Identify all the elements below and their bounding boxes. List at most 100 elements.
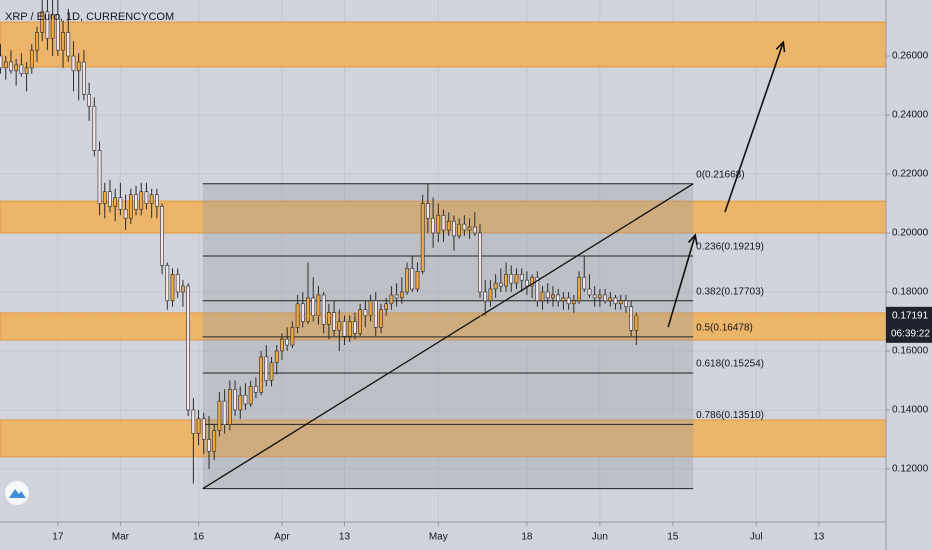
candle-body bbox=[149, 194, 154, 204]
zone-layer bbox=[0, 21, 887, 458]
x-tick-label: 16 bbox=[193, 532, 205, 543]
fib-label: 0.786(0.13510) bbox=[696, 410, 764, 421]
candle-body bbox=[217, 400, 222, 431]
candle-body bbox=[514, 273, 519, 284]
candle-body bbox=[196, 418, 201, 434]
candle-body bbox=[332, 312, 336, 331]
candle-body bbox=[337, 321, 342, 331]
candle-body bbox=[535, 276, 540, 302]
countdown-label: 06:39:22 bbox=[891, 328, 930, 339]
candle-body bbox=[243, 394, 248, 405]
candle-body bbox=[71, 55, 76, 72]
candle-body bbox=[128, 194, 133, 219]
candle-body bbox=[207, 439, 211, 452]
arrow-head bbox=[775, 40, 786, 53]
y-tick-label: 0.14000 bbox=[892, 405, 929, 416]
candle-body bbox=[29, 49, 34, 69]
candle-body bbox=[9, 61, 13, 72]
price-tag bbox=[886, 306, 932, 343]
candle-body bbox=[582, 276, 587, 290]
candle-body bbox=[530, 276, 534, 287]
candle-body bbox=[175, 273, 180, 293]
y-tick-label: 0.22000 bbox=[892, 169, 929, 180]
candle-body bbox=[624, 300, 628, 308]
candle-layer bbox=[0, 0, 639, 484]
candle-body bbox=[82, 61, 86, 95]
candle-body bbox=[254, 386, 258, 393]
candle-body bbox=[384, 303, 389, 310]
candle-body bbox=[613, 297, 618, 305]
x-tick-label: 15 bbox=[667, 532, 679, 543]
candle-body bbox=[50, 14, 55, 39]
x-tick-label: Jul bbox=[750, 532, 763, 543]
candle-body bbox=[399, 291, 404, 299]
candle-body bbox=[634, 315, 639, 331]
fib-label: 0.236(0.19219) bbox=[696, 242, 764, 253]
candle-body bbox=[306, 297, 310, 322]
candle-body bbox=[238, 394, 243, 411]
x-tick-label: 13 bbox=[339, 532, 351, 543]
candle-body bbox=[587, 288, 592, 296]
candle-body bbox=[61, 32, 65, 51]
candle-body bbox=[40, 11, 45, 33]
candle-body bbox=[394, 294, 399, 299]
candle-body bbox=[441, 214, 446, 231]
candle-body bbox=[326, 312, 331, 325]
candle-body bbox=[144, 191, 149, 204]
candle-body bbox=[290, 327, 295, 346]
candle-body bbox=[629, 306, 634, 331]
candle-body bbox=[118, 197, 123, 210]
fib-label: 0(0.21668) bbox=[696, 169, 744, 180]
projection-arrow bbox=[667, 234, 697, 328]
candle-body bbox=[561, 297, 566, 302]
candle-body bbox=[608, 297, 613, 302]
candle-body bbox=[347, 321, 352, 337]
y-tick-label: 0.12000 bbox=[892, 464, 929, 475]
x-tick-label: May bbox=[429, 532, 448, 543]
candle-body bbox=[108, 191, 112, 207]
projection-arrow bbox=[724, 41, 785, 213]
candle-body bbox=[525, 279, 529, 287]
candle-body bbox=[55, 14, 60, 51]
fib-label: 0.618(0.15254) bbox=[696, 359, 764, 370]
candle-body bbox=[551, 294, 555, 299]
candle-body bbox=[556, 294, 561, 302]
candle-body bbox=[269, 362, 274, 381]
candle-body bbox=[415, 271, 420, 290]
candle-body bbox=[222, 400, 227, 425]
candle-body bbox=[373, 300, 378, 328]
candle-body bbox=[24, 67, 29, 75]
support-resistance-zone bbox=[0, 21, 887, 68]
candle-body bbox=[139, 191, 144, 210]
candle-body bbox=[227, 388, 232, 425]
candle-body bbox=[155, 194, 159, 207]
candle-body bbox=[76, 61, 81, 72]
x-tick-label: Mar bbox=[112, 532, 130, 543]
candle-body bbox=[358, 309, 362, 334]
y-tick-label: 0.24000 bbox=[892, 110, 929, 121]
candle-body bbox=[540, 291, 545, 302]
candle-body bbox=[19, 64, 24, 75]
candle-body bbox=[603, 294, 607, 302]
candle-body bbox=[186, 285, 191, 411]
fib-label: 0.382(0.17703) bbox=[696, 286, 764, 297]
candle-body bbox=[0, 55, 3, 69]
candle-body bbox=[14, 64, 19, 72]
candle-body bbox=[618, 300, 623, 305]
candle-body bbox=[92, 105, 97, 151]
candle-body bbox=[113, 197, 118, 207]
candle-body bbox=[436, 214, 441, 234]
candle-body bbox=[368, 300, 373, 316]
candle-body bbox=[45, 11, 50, 39]
candle-body bbox=[102, 191, 107, 204]
candle-body bbox=[181, 285, 185, 293]
y-tick-label: 0.20000 bbox=[892, 228, 929, 239]
candle-body bbox=[431, 217, 435, 234]
candle-body bbox=[504, 273, 508, 287]
y-tick-label: 0.26000 bbox=[892, 51, 929, 62]
x-tick-label: Apr bbox=[274, 532, 290, 543]
candle-body bbox=[264, 356, 269, 381]
